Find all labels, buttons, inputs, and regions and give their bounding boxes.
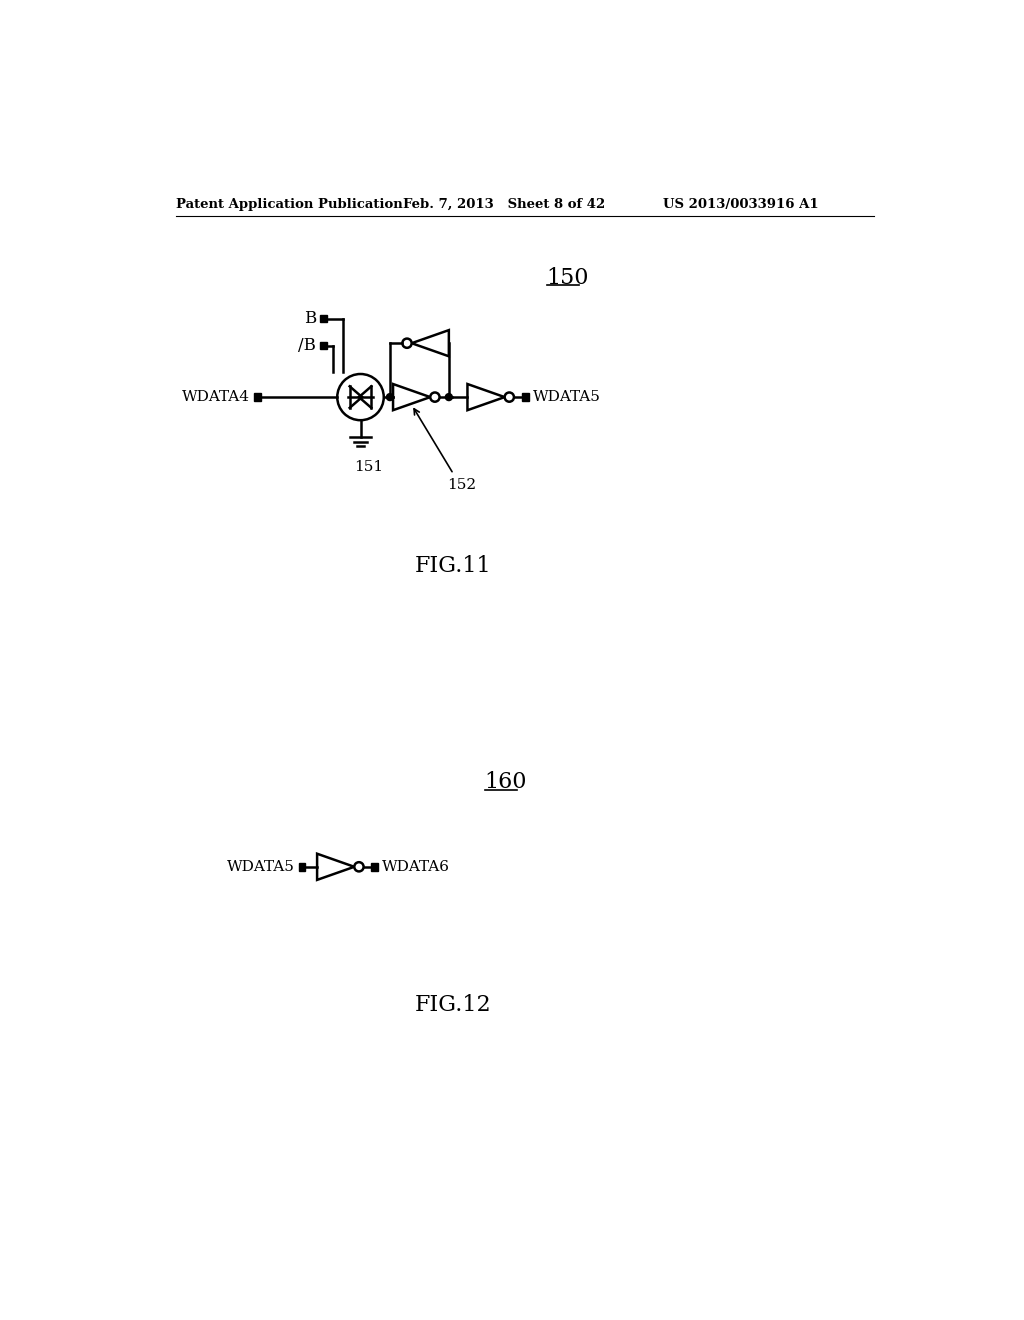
Text: FIG.12: FIG.12	[415, 994, 492, 1016]
Text: Feb. 7, 2013   Sheet 8 of 42: Feb. 7, 2013 Sheet 8 of 42	[403, 198, 605, 211]
Bar	[321, 342, 328, 350]
Text: 150: 150	[547, 267, 589, 289]
Text: WDATA5: WDATA5	[226, 859, 295, 874]
Bar	[372, 863, 378, 871]
Bar	[299, 863, 305, 871]
Circle shape	[445, 393, 453, 400]
Bar	[254, 393, 260, 401]
Text: WDATA5: WDATA5	[532, 391, 600, 404]
Bar	[521, 393, 528, 401]
Text: US 2013/0033916 A1: US 2013/0033916 A1	[663, 198, 818, 211]
Text: 160: 160	[484, 771, 527, 793]
Text: B: B	[304, 310, 316, 327]
Text: 152: 152	[446, 478, 476, 492]
Text: WDATA4: WDATA4	[181, 391, 250, 404]
Text: 151: 151	[354, 461, 383, 474]
Bar	[321, 314, 328, 322]
Text: /B: /B	[298, 337, 316, 354]
Text: FIG.11: FIG.11	[415, 556, 492, 578]
Text: Patent Application Publication: Patent Application Publication	[176, 198, 402, 211]
Text: WDATA6: WDATA6	[382, 859, 451, 874]
Circle shape	[386, 393, 393, 400]
